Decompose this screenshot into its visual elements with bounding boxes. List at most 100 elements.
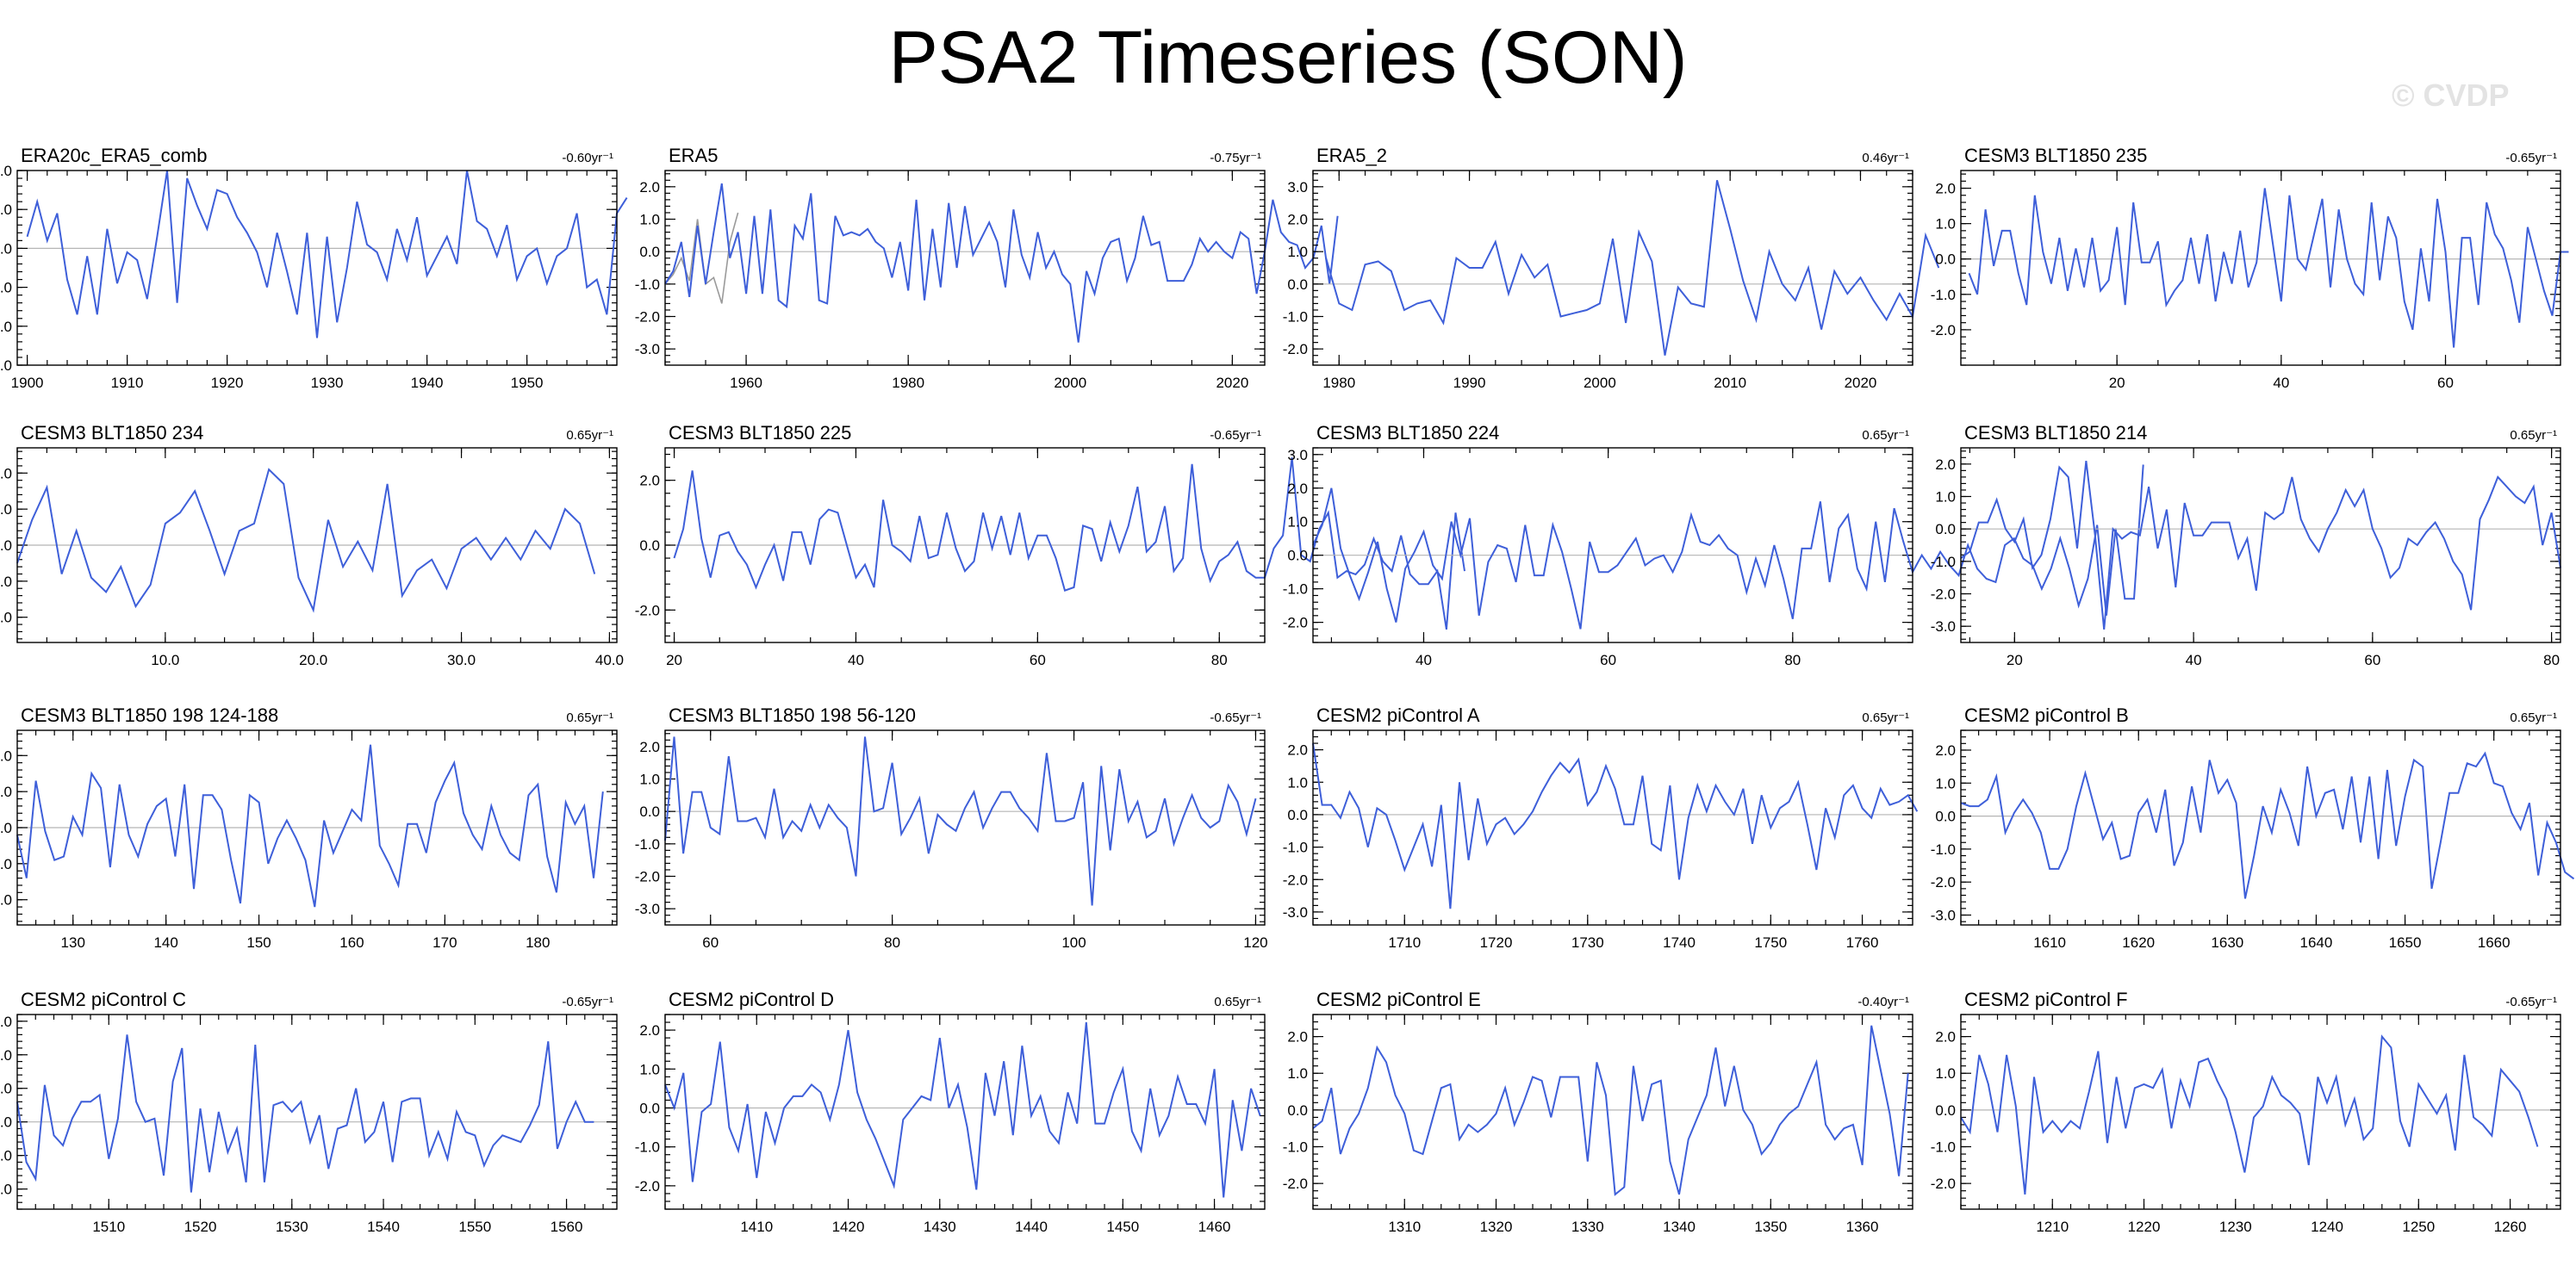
x-tick-label: 1930	[311, 375, 344, 391]
y-tick-label: 1.0	[1287, 1065, 1308, 1082]
panel-era5: ERA5 -0.75yr⁻¹ -3.0 -2.0 -1.0 0.0 1.0 2.0 1960 19…	[635, 145, 1339, 391]
series-line	[1960, 1034, 2539, 1195]
x-tick-label: 60	[2437, 375, 2454, 391]
series-line	[664, 736, 1257, 906]
x-tick-label: 1250	[2402, 1219, 2435, 1235]
panel-title: CESM2 piControl A	[1316, 704, 1480, 726]
panel-cesm2-picontrol-d: CESM2 piControl D 0.65yr⁻¹ -2.0 -1.0 0.0 1.0 2…	[635, 989, 1266, 1235]
y-tick-label: 1.0	[0, 784, 12, 800]
panel-cesm2-picontrol-c: CESM2 piControl C -0.65yr⁻¹ -2.0 -1.0 0.0 1.0…	[0, 989, 618, 1235]
x-tick-label: 1760	[1846, 934, 1879, 951]
plot-frame	[1960, 729, 2561, 926]
x-tick-label: 1330	[1571, 1219, 1604, 1235]
y-tick-label: 2.0	[0, 1047, 12, 1064]
x-tick-label: 1960	[730, 375, 762, 391]
x-tick-label: 40	[1416, 652, 1432, 668]
x-tick-label: 1450	[1106, 1219, 1139, 1235]
trend-label: -0.65yr⁻¹	[2505, 995, 2557, 1009]
plot-frame	[16, 1014, 618, 1210]
y-tick-label: 2.0	[1287, 742, 1308, 759]
y-tick-label: 0.0	[1287, 1102, 1308, 1119]
y-tick-label: 0.0	[639, 537, 660, 554]
panel-title: CESM3 BLT1850 234	[21, 422, 203, 444]
x-tick-label: 180	[526, 934, 550, 951]
y-tick-label: 0.0	[1935, 1102, 1956, 1119]
x-tick-label: 1640	[2300, 934, 2333, 951]
x-tick-label: 40.0	[595, 652, 624, 668]
x-tick-label: 2020	[1845, 375, 1877, 391]
trend-label: 0.65yr⁻¹	[1214, 995, 1261, 1009]
x-tick-label: 40	[2273, 375, 2289, 391]
x-tick-label: 1990	[1453, 375, 1486, 391]
x-tick-label: 80	[2543, 652, 2560, 668]
panel-cesm3-blt1850-198-56-120: CESM3 BLT1850 198 56-120 -0.65yr⁻¹ -3.0 -2.…	[635, 704, 1268, 951]
y-tick-label: -2.0	[1283, 1176, 1308, 1192]
series-line	[1960, 460, 2561, 630]
x-tick-label: 1950	[511, 375, 544, 391]
plot-frame	[1312, 1014, 1913, 1210]
x-tick-label: 140	[153, 934, 177, 951]
watermark: © CVDP	[2392, 78, 2510, 113]
y-tick-label: -1.0	[1931, 841, 1956, 858]
trend-label: -0.65yr⁻¹	[562, 995, 613, 1009]
plot-frame	[1312, 447, 1913, 643]
panel-title: CESM3 BLT1850 198 56-120	[669, 704, 916, 726]
panel-cesm3-blt1850-198-124-188: CESM3 BLT1850 198 124-188 0.65yr⁻¹ -2.0 -1.…	[0, 704, 618, 951]
x-tick-label: 1980	[1322, 375, 1355, 391]
x-tick-label: 60	[1600, 652, 1616, 668]
x-tick-label: 1980	[892, 375, 924, 391]
y-tick-label: -2.0	[1931, 874, 1956, 891]
x-tick-label: 160	[339, 934, 364, 951]
x-tick-label: 1650	[2389, 934, 2422, 951]
x-tick-label: 2000	[1054, 375, 1086, 391]
x-tick-label: 1740	[1663, 934, 1696, 951]
panel-title: CESM3 BLT1850 198 124-188	[21, 704, 278, 726]
y-tick-label: -1.0	[635, 1139, 660, 1156]
y-tick-label: 1.0	[1935, 489, 1956, 506]
y-tick-label: -1.0	[1283, 581, 1308, 598]
y-tick-label: -1.0	[0, 1148, 12, 1164]
y-tick-label: -2.0	[0, 1182, 12, 1198]
x-tick-label: 1540	[367, 1219, 400, 1235]
x-tick-label: 1730	[1571, 934, 1604, 951]
x-tick-label: 60	[702, 934, 719, 951]
panel-title: ERA5	[669, 145, 718, 166]
x-tick-label: 40	[848, 652, 864, 668]
x-tick-label: 130	[61, 934, 85, 951]
series-line	[16, 1034, 594, 1193]
panel-title: CESM3 BLT1850 225	[669, 422, 851, 444]
y-tick-label: 0.0	[0, 537, 12, 554]
plot-frame	[16, 729, 618, 926]
x-tick-label: 1340	[1663, 1219, 1696, 1235]
panel-title: ERA20c_ERA5_comb	[21, 145, 207, 166]
y-tick-label: 1.0	[1935, 1065, 1956, 1082]
y-tick-label: 3.0	[1287, 179, 1308, 195]
y-tick-label: 0.0	[1935, 809, 1956, 825]
x-tick-label: 30.0	[447, 652, 476, 668]
x-tick-label: 170	[432, 934, 457, 951]
y-tick-label: 0.0	[1287, 276, 1308, 293]
series-line	[664, 183, 1339, 343]
panel-title: CESM2 piControl C	[21, 989, 186, 1010]
y-tick-label: -1.0	[1283, 1139, 1308, 1156]
trend-label: 0.65yr⁻¹	[2510, 711, 2557, 725]
x-tick-label: 1610	[2033, 934, 2066, 951]
x-tick-label: 1940	[411, 375, 444, 391]
x-tick-label: 2000	[1584, 375, 1616, 391]
trend-label: -0.65yr⁻¹	[2505, 151, 2557, 165]
plot-frame	[1960, 1014, 2561, 1210]
x-tick-label: 1560	[551, 1219, 583, 1235]
y-tick-label: 0.0	[639, 1100, 660, 1116]
panel-era5-2: ERA5_2 0.46yr⁻¹ -2.0 -1.0 0.0 1.0 2.0 3.0 1980 19…	[1283, 145, 1940, 391]
x-tick-label: 20	[666, 652, 682, 668]
y-tick-label: 0.0	[0, 820, 12, 836]
series-line	[1312, 464, 2144, 630]
panel-cesm3-blt1850-235: CESM3 BLT1850 235 -0.65yr⁻¹ -2.0 -1.0 0.0 1.0…	[1931, 145, 2569, 391]
y-tick-label: 1.0	[639, 212, 660, 228]
x-tick-label: 60	[1030, 652, 1046, 668]
y-tick-label: -2.0	[1931, 586, 1956, 603]
panel-cesm2-picontrol-a: CESM2 piControl A 0.65yr⁻¹ -3.0 -2.0 -1.0 0.0…	[1283, 704, 1919, 951]
y-tick-label: 3.0	[0, 1014, 12, 1030]
plot-frame	[1312, 729, 1913, 926]
y-tick-label: -2.0	[1283, 872, 1308, 888]
